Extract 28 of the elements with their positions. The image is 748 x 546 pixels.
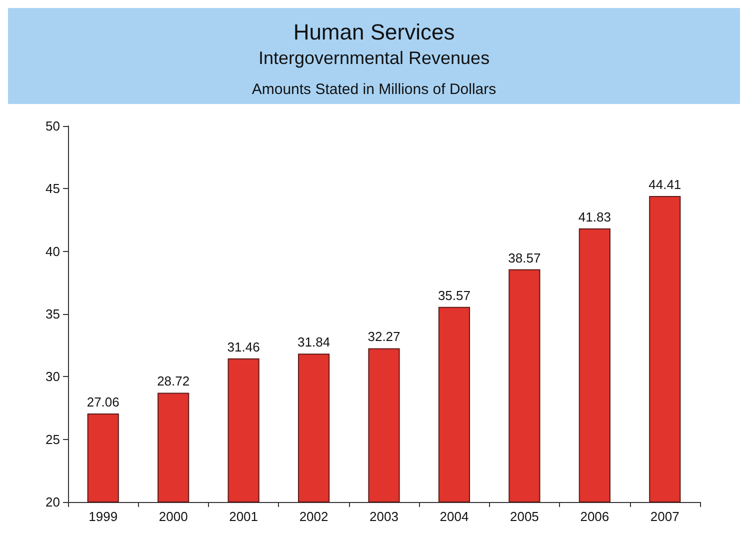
- data-label: 41.83: [578, 209, 611, 224]
- chart-subtitle: Intergovernmental Revenues: [258, 48, 490, 68]
- text: Amounts Stated in Millions of Dollars: [252, 81, 496, 98]
- data-label: 32.27: [368, 329, 400, 344]
- data-label: 38.57: [508, 250, 541, 266]
- x-tick-label: 2005: [510, 509, 539, 524]
- x-tick-label: 2006: [580, 509, 610, 524]
- x-tick-label: 2004: [440, 509, 469, 524]
- x-tick-label: 2001: [229, 509, 258, 524]
- y-tick-label: 20: [46, 494, 60, 510]
- data-label: 31.84: [298, 334, 330, 350]
- data-label: 31.46: [227, 339, 260, 354]
- x-tick-label: 2003: [370, 509, 398, 524]
- chart-title: Human Services: [293, 20, 455, 44]
- data-label: 44.41: [648, 177, 682, 192]
- y-tick-label: 35: [46, 306, 60, 322]
- y-tick-label: 40: [46, 244, 60, 259]
- y-tick-label: 30: [46, 369, 60, 384]
- y-tick-label: 50: [46, 118, 60, 134]
- data-label: 27.06: [86, 394, 120, 410]
- x-tick-label: 2002: [299, 509, 328, 524]
- x-tick-label: 2007: [650, 509, 680, 524]
- x-tick-label: 2000: [158, 509, 188, 524]
- y-tick-label: 25: [46, 432, 60, 447]
- x-tick-label: 1999: [88, 509, 118, 524]
- data-label: 35.57: [438, 288, 470, 303]
- data-label: 28.72: [157, 374, 190, 389]
- y-tick-label: 45: [46, 181, 60, 196]
